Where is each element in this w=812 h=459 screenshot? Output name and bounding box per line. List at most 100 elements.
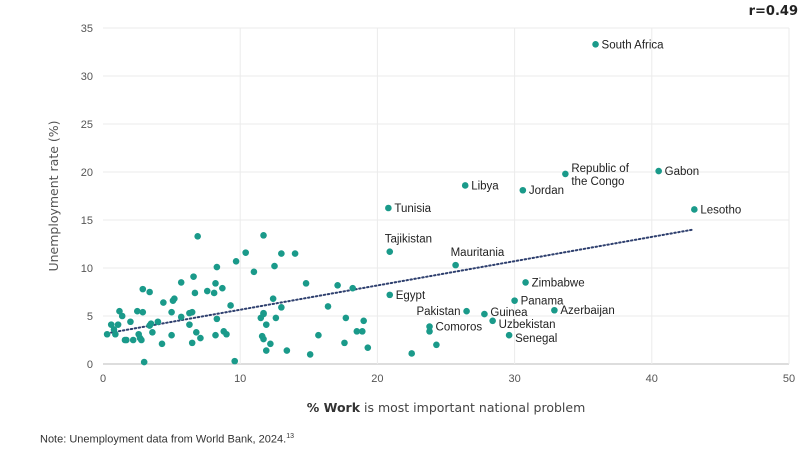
- data-point: [278, 250, 285, 257]
- point-label: the Congo: [571, 176, 624, 188]
- point-label: Panama: [521, 296, 564, 308]
- point-label: Pakistan: [416, 306, 460, 318]
- data-point-labeled: [461, 182, 469, 189]
- data-point: [408, 350, 416, 357]
- x-axis-label-rest: is most important national problem: [360, 400, 586, 415]
- data-point: [426, 328, 433, 335]
- data-point: [213, 263, 221, 271]
- data-point: [158, 340, 166, 348]
- data-point: [227, 302, 234, 309]
- data-point: [118, 312, 126, 320]
- trendline-group: [106, 228, 694, 335]
- point-label: Senegal: [515, 333, 557, 345]
- data-point: [433, 341, 440, 349]
- data-point: [177, 279, 185, 286]
- data-point: [260, 310, 267, 318]
- data-point: [315, 331, 322, 339]
- data-point: [212, 331, 219, 339]
- data-point: [342, 314, 350, 322]
- point-label: Egypt: [396, 290, 426, 302]
- data-point: [197, 334, 204, 342]
- correlation-annotation: r=0.49: [748, 4, 798, 19]
- data-point-labeled: [489, 317, 496, 325]
- data-point: [154, 318, 162, 326]
- data-point-labeled: [386, 291, 394, 299]
- data-point: [271, 262, 278, 270]
- data-point-labeled: [481, 310, 488, 318]
- data-point: [210, 289, 218, 297]
- data-point: [278, 304, 285, 311]
- data-point: [177, 313, 185, 321]
- data-point: [139, 308, 147, 316]
- data-point: [269, 295, 277, 303]
- data-point: [188, 339, 196, 347]
- data-point: [219, 284, 226, 292]
- data-point: [353, 328, 361, 335]
- data-point: [168, 308, 175, 316]
- data-point: [146, 288, 153, 296]
- y-axis-label: Unemployment rate (%): [46, 120, 61, 271]
- x-tick-label: 40: [646, 373, 658, 385]
- data-point: [160, 299, 167, 306]
- data-point-labeled: [522, 279, 529, 286]
- data-point: [262, 321, 270, 328]
- point-label: Comoros: [436, 322, 483, 334]
- axis-ticks: 0 5 10 15 20 25 30 35 0 10 20 30 40 50: [81, 23, 795, 385]
- data-point: [223, 330, 230, 338]
- point-label: South Africa: [602, 39, 665, 51]
- x-axis-label-bold: % Work: [306, 400, 361, 415]
- point-label: Mauritania: [451, 247, 505, 259]
- y-tick-label: 15: [81, 215, 93, 227]
- data-point-labeled: [426, 323, 433, 330]
- data-point: [134, 307, 141, 315]
- data-point: [191, 289, 199, 297]
- data-point: [112, 330, 119, 338]
- data-point: [250, 268, 258, 276]
- x-axis-label: % Work is most important national proble…: [103, 400, 789, 415]
- data-point: [242, 249, 249, 256]
- data-point: [260, 335, 267, 343]
- x-tick-label: 20: [371, 373, 383, 385]
- data-point: [324, 303, 332, 310]
- footnote-ref: 13: [286, 433, 294, 440]
- point-label: Jordan: [529, 185, 564, 197]
- y-tick-label: 0: [87, 359, 93, 371]
- data-point: [127, 318, 134, 326]
- y-tick-label: 25: [81, 119, 93, 131]
- data-point: [272, 314, 280, 322]
- point-label: Gabon: [665, 166, 700, 178]
- point-label: Lesotho: [700, 204, 741, 216]
- data-point: [283, 347, 291, 354]
- x-tick-label: 50: [783, 373, 795, 385]
- data-point: [231, 357, 239, 365]
- data-point: [138, 336, 145, 344]
- data-point: [212, 280, 219, 287]
- point-label: Uzbekistan: [499, 319, 556, 331]
- data-point: [267, 340, 274, 348]
- data-point: [140, 358, 148, 366]
- data-point: [364, 344, 372, 351]
- data-point-labeled: [463, 307, 470, 315]
- data-point: [116, 307, 123, 315]
- data-point: [129, 336, 137, 344]
- point-label: Guinea: [490, 307, 528, 319]
- data-point-labeled: [592, 41, 599, 48]
- data-point: [360, 317, 367, 325]
- data-point-labeled: [551, 306, 558, 314]
- data-point-labeled: [655, 167, 662, 175]
- point-label: Tajikistan: [385, 234, 432, 246]
- point-label: Libya: [471, 180, 499, 192]
- data-point: [171, 295, 178, 303]
- data-point-labeled: [519, 186, 527, 194]
- y-tick-label: 20: [81, 167, 93, 179]
- y-tick-label: 35: [81, 23, 93, 35]
- x-tick-label: 10: [234, 373, 246, 385]
- data-point: [123, 336, 130, 344]
- footnote-text: Note: Unemployment data from World Bank,…: [40, 433, 287, 446]
- points-group: [103, 41, 698, 366]
- data-point-labeled: [691, 206, 698, 213]
- data-point: [192, 329, 200, 336]
- data-point: [262, 347, 270, 354]
